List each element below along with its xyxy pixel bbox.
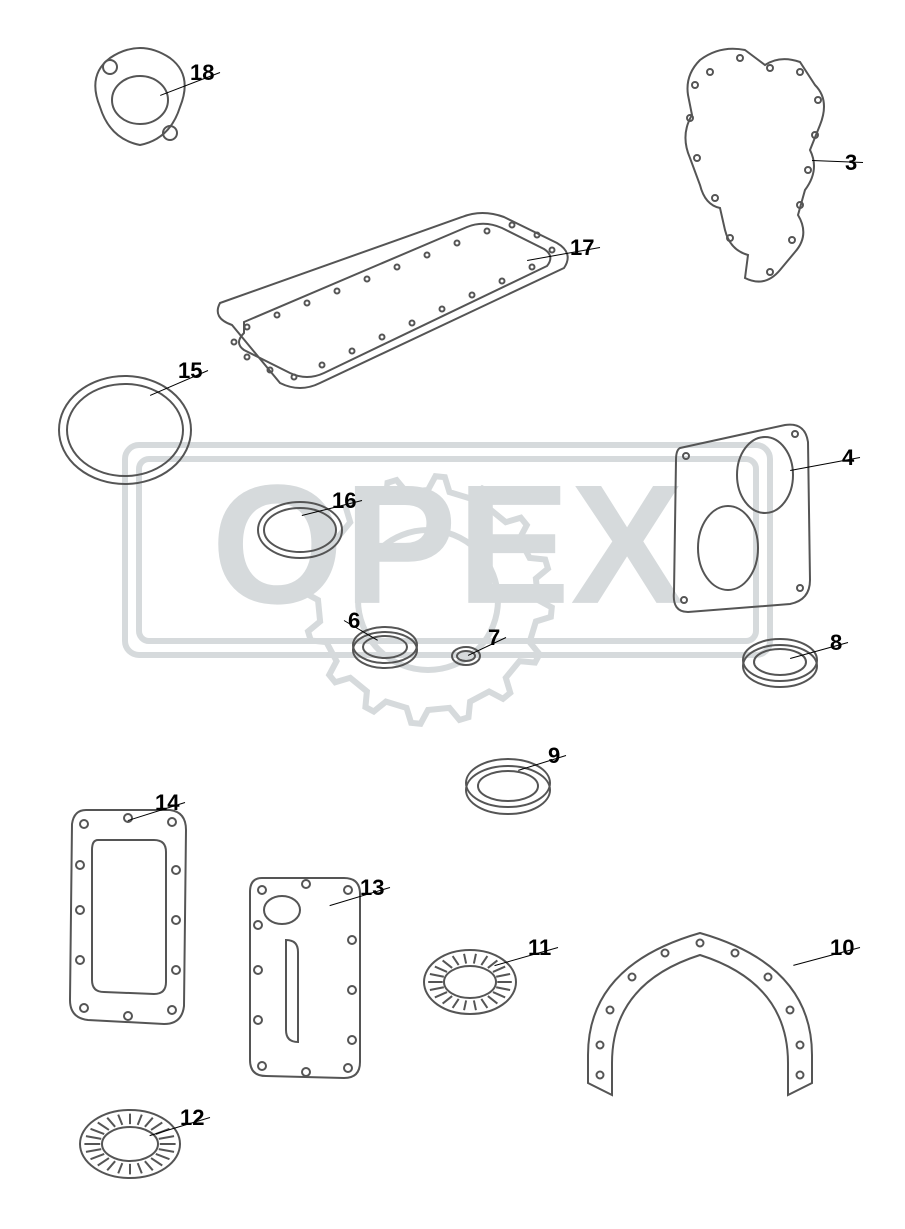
callout-label-10: 10	[830, 935, 854, 961]
callout-label-9: 9	[548, 743, 560, 769]
part-8-seal-ring	[740, 635, 820, 690]
callout-label-12: 12	[180, 1105, 204, 1131]
part-18-flange-gasket	[85, 45, 195, 150]
callout-label-3: 3	[845, 150, 857, 176]
part-17-oil-pan-gasket	[192, 205, 582, 400]
part-13-gasket-b	[240, 870, 370, 1085]
part-12-toothed-seal	[75, 1105, 185, 1183]
part-14-gasket-a	[62, 800, 192, 1030]
callout-label-16: 16	[332, 488, 356, 514]
part-15-large-o-ring	[55, 370, 195, 490]
part-4-rect-gasket	[670, 420, 815, 615]
callout-label-14: 14	[155, 790, 179, 816]
part-10-arch-gasket	[570, 905, 830, 1105]
part-11-toothed-seal	[420, 945, 520, 1020]
part-3-timing-cover-gasket	[670, 40, 840, 290]
diagram-canvas: OPEX	[0, 0, 905, 1229]
callout-label-7: 7	[488, 625, 500, 651]
callout-label-13: 13	[360, 875, 384, 901]
part-7-small-o-ring	[450, 645, 482, 667]
callout-label-11: 11	[528, 935, 551, 961]
